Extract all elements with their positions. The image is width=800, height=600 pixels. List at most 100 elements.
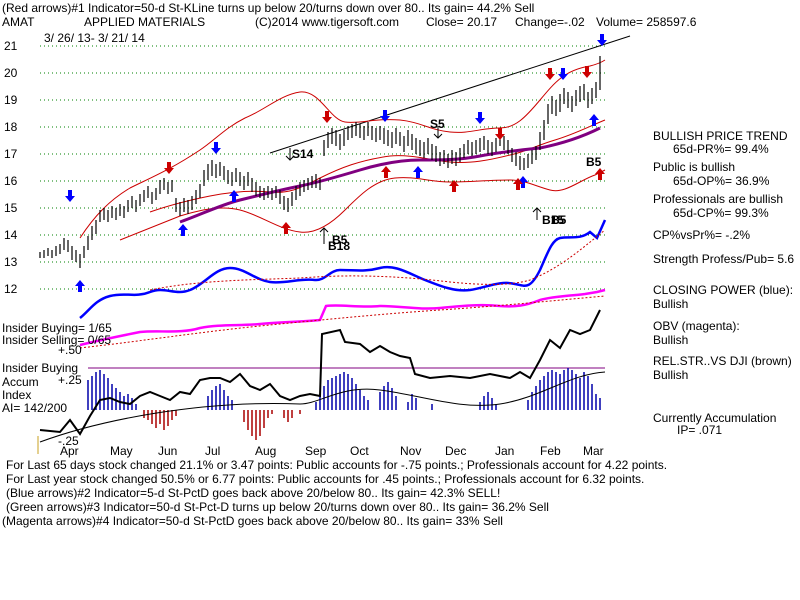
- signal-label-s5: S5: [430, 117, 445, 131]
- cp-value: 65d-CP%= 99.3%: [673, 206, 769, 220]
- x-month: Feb: [540, 444, 561, 458]
- volume-value: Volume= 258597.6: [596, 15, 697, 29]
- pr-value: 65d-PR%= 99.4%: [673, 142, 769, 156]
- x-month: Aug: [255, 444, 277, 458]
- obv-label: OBV (magenta):: [653, 319, 740, 333]
- up-arrow: [178, 224, 188, 236]
- up-arrow: [518, 176, 528, 188]
- x-month: Jul: [205, 444, 221, 458]
- accum-plus50: +.50: [58, 343, 82, 357]
- y-tick: 14: [4, 228, 18, 242]
- x-month: Jun: [158, 444, 178, 458]
- cpvspr-value: CP%vsPr%= -.2%: [653, 228, 751, 242]
- x-month: Nov: [400, 444, 422, 458]
- close-value: Close= 20.17: [426, 15, 498, 29]
- ticker: AMAT: [2, 15, 35, 29]
- insider-buying-label: Insider Buying: [2, 361, 79, 375]
- date-range: 3/ 26/ 13- 3/ 21/ 14: [44, 31, 145, 45]
- down-arrow: [545, 68, 555, 80]
- y-tick: 18: [4, 120, 18, 134]
- accum-plus25: +.25: [58, 373, 82, 387]
- closing-power-line: [79, 219, 607, 319]
- down-arrows: [164, 66, 592, 174]
- down-arrow: [582, 66, 592, 78]
- relstr-ma: [39, 371, 606, 443]
- obv-state: Bullish: [653, 333, 689, 347]
- obv-ma: [79, 295, 606, 349]
- up-arrows-red: [281, 166, 605, 234]
- signal-label-b5-2: B5: [332, 233, 348, 247]
- insider-selling-ratio: Insider Selling= 0/65: [2, 333, 112, 347]
- signal-label-b15-2: B5: [551, 213, 567, 227]
- up-arrow: [75, 280, 85, 292]
- down-arrows-blue: [65, 34, 607, 202]
- down-arrow: [495, 128, 505, 140]
- signal-arrow: [319, 227, 329, 244]
- red-ma: [149, 119, 606, 213]
- upper-envelope: [79, 59, 606, 239]
- x-month: May: [110, 444, 133, 458]
- x-month: Apr: [60, 444, 79, 458]
- footer-line-5: (Magenta arrows)#4 Indicator=50-d St-Pct…: [2, 514, 503, 528]
- y-tick: 16: [4, 174, 18, 188]
- relstr-label: REL.STR..VS DJI (brown): [653, 354, 792, 368]
- signal-label-b18: B18: [328, 239, 351, 253]
- y-tick: 15: [4, 201, 18, 215]
- x-month: Oct: [350, 444, 369, 458]
- up-arrow: [513, 178, 523, 190]
- accum-bars-down: [143, 410, 301, 440]
- down-arrow: [475, 112, 485, 124]
- y-tick: 17: [4, 147, 18, 161]
- up-arrow: [381, 166, 391, 178]
- footer-line-1: For Last 65 days stock changed 21.1% or …: [6, 458, 668, 472]
- obv-line: [79, 288, 606, 347]
- ip-value: IP= .071: [677, 423, 723, 437]
- public-status: Public is bullish: [653, 160, 736, 174]
- y-tick: 21: [4, 39, 18, 53]
- accum-minus25: -.25: [58, 434, 79, 448]
- accum-label: Accum: [2, 375, 39, 389]
- signal-arrows: [285, 126, 542, 244]
- index-label: Index: [2, 388, 32, 402]
- purple-ma: [179, 126, 601, 224]
- down-arrow: [211, 142, 221, 154]
- closing-power-label: CLOSING POWER (blue):: [653, 283, 794, 297]
- company-name: APPLIED MATERIALS: [84, 15, 206, 29]
- x-month: Jan: [495, 444, 515, 458]
- down-arrow: [65, 190, 75, 202]
- accum-status: Currently Accumulation: [653, 411, 777, 425]
- signal-arrow: [285, 148, 295, 161]
- up-arrow: [449, 180, 459, 192]
- relstr-state: Bullish: [653, 368, 689, 382]
- up-arrow: [413, 166, 423, 178]
- relstr-line: [39, 309, 601, 436]
- down-arrow: [558, 68, 568, 80]
- professionals-status: Professionals are bullish: [653, 192, 784, 206]
- x-month: Sep: [305, 444, 327, 458]
- up-arrow: [281, 222, 291, 234]
- up-arrow: [589, 114, 599, 126]
- y-tick: 13: [4, 255, 18, 269]
- up-arrow: [595, 168, 605, 180]
- x-month: Mar: [583, 444, 604, 458]
- signal-arrow: [433, 126, 443, 139]
- copyright: (C)2014 www.tigersoft.com: [255, 15, 400, 29]
- signal-label-b15: B15: [542, 213, 565, 227]
- indicator-line-1: (Red arrows)#1 Indicator=50-d St-KLine t…: [2, 1, 535, 15]
- footer-line-3: (Blue arrows)#2 Indicator=5-d St-PctD go…: [6, 486, 501, 500]
- footer-line-4: (Green arrows)#3 Indicator=50-d St-Pct-D…: [6, 500, 549, 514]
- y-tick: 12: [4, 282, 18, 296]
- down-arrow: [380, 110, 390, 122]
- ai-value: AI= 142/200: [2, 401, 68, 415]
- closing-power-ma: [149, 229, 606, 291]
- signal-arrow: [532, 207, 542, 220]
- x-month: Dec: [445, 444, 467, 458]
- signal-label-s14: S14: [292, 147, 314, 161]
- lower-envelope: [119, 169, 606, 241]
- trend-title: BULLISH PRICE TREND: [653, 129, 788, 143]
- up-arrows-blue: [75, 114, 599, 292]
- price-bars: [39, 56, 601, 268]
- up-arrow: [229, 190, 239, 202]
- y-tick: 20: [4, 66, 18, 80]
